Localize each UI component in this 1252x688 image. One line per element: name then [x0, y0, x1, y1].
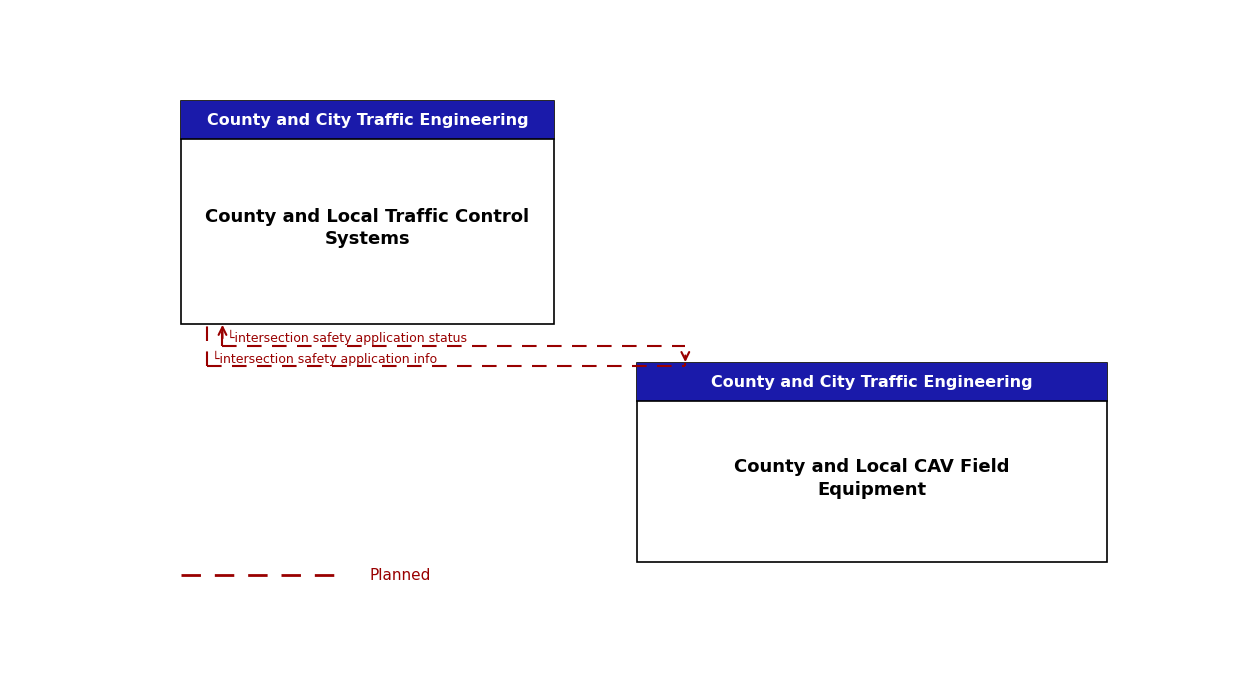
Bar [180, 101, 555, 323]
Text: └intersection safety application status: └intersection safety application status [228, 330, 467, 345]
Text: County and Local Traffic Control
Systems: County and Local Traffic Control Systems [205, 208, 530, 248]
Text: County and City Traffic Engineering: County and City Traffic Engineering [207, 113, 528, 128]
Text: County and Local CAV Field
Equipment: County and Local CAV Field Equipment [735, 458, 1010, 499]
Bar [180, 101, 555, 139]
Bar [637, 363, 1107, 562]
Text: County and City Traffic Engineering: County and City Traffic Engineering [711, 375, 1033, 390]
Text: └intersection safety application info: └intersection safety application info [212, 351, 437, 366]
Text: Planned: Planned [371, 568, 432, 583]
Bar [637, 363, 1107, 402]
